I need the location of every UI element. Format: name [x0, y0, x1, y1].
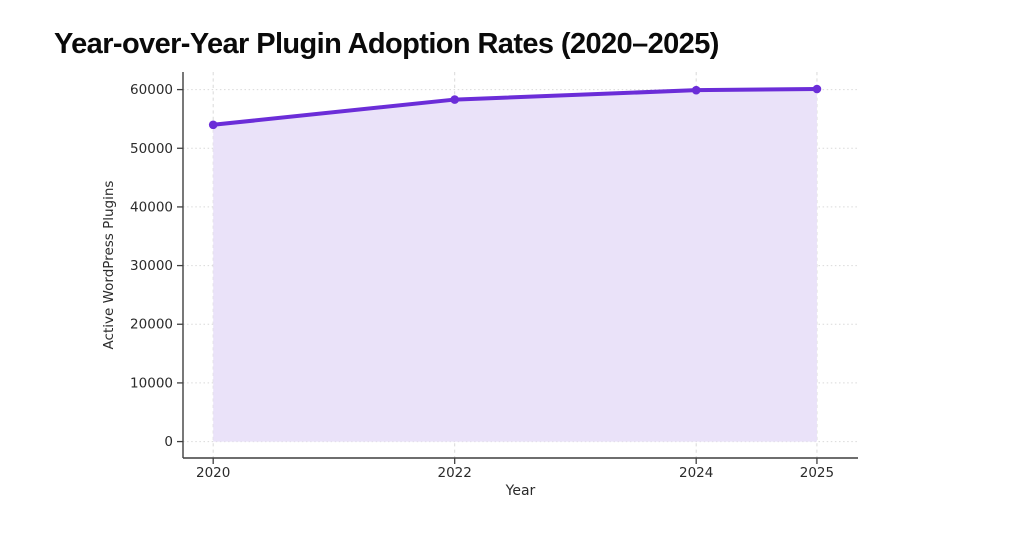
- y-tick-label: 10000: [130, 375, 173, 391]
- area-fill: [213, 89, 817, 442]
- data-point: [691, 85, 701, 95]
- y-axis-label: Active WordPress Plugins: [101, 181, 117, 350]
- data-point: [812, 84, 822, 94]
- y-tick-label: 60000: [130, 82, 173, 98]
- x-tick-label: 2022: [438, 465, 472, 481]
- y-tick-label: 20000: [130, 317, 173, 333]
- chart-title: Year-over-Year Plugin Adoption Rates (20…: [54, 28, 719, 60]
- x-axis-label: Year: [505, 483, 536, 499]
- x-tick-label: 2025: [800, 465, 834, 481]
- y-tick-label: 50000: [130, 141, 173, 157]
- data-point: [208, 120, 218, 130]
- y-tick-label: 40000: [130, 199, 173, 215]
- y-tick-label: 30000: [130, 258, 173, 274]
- y-tick-label: 0: [164, 434, 173, 450]
- x-tick-label: 2020: [196, 465, 230, 481]
- data-point: [450, 95, 459, 104]
- x-tick-label: 2024: [679, 465, 713, 481]
- data-line: [211, 87, 819, 127]
